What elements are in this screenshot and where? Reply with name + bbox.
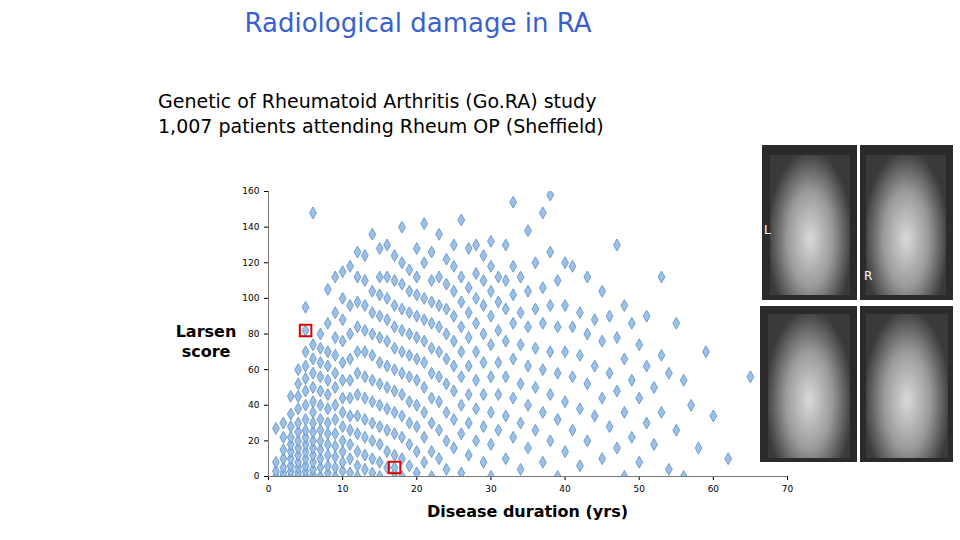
svg-text:0: 0 [254, 471, 260, 481]
svg-text:10: 10 [337, 484, 349, 494]
html-text:L: L [764, 223, 771, 237]
html-text:Genetic of Rheumatoid Arthriti: Genetic of Rheumatoid Arthritis (Go.RA) … [158, 90, 597, 112]
svg-text:70: 70 [782, 484, 794, 494]
svg-text:20: 20 [411, 484, 423, 494]
html-text:Disease duration (yrs): Disease duration (yrs) [427, 502, 628, 521]
svg-text:40: 40 [248, 400, 260, 410]
svg-text:60: 60 [248, 365, 260, 375]
svg-text:50: 50 [633, 484, 645, 494]
html-text:1,007 patients attending Rheum: 1,007 patients attending Rheum OP (Sheff… [158, 115, 604, 137]
svg-text:100: 100 [242, 293, 259, 303]
svg-text:120: 120 [242, 258, 259, 268]
svg-text:80: 80 [248, 329, 260, 339]
svg-text:30: 30 [485, 484, 497, 494]
svg-text:0: 0 [266, 484, 272, 494]
html-text:R: R [864, 269, 873, 283]
html-text:Radiological damage in RA: Radiological damage in RA [244, 8, 592, 38]
svg-text:20: 20 [248, 436, 260, 446]
svg-text:140: 140 [242, 222, 259, 232]
html-text:Larsen score: Larsen score [175, 322, 237, 361]
svg-text:160: 160 [242, 186, 259, 196]
svg-text:60: 60 [708, 484, 720, 494]
svg-text:40: 40 [559, 484, 571, 494]
